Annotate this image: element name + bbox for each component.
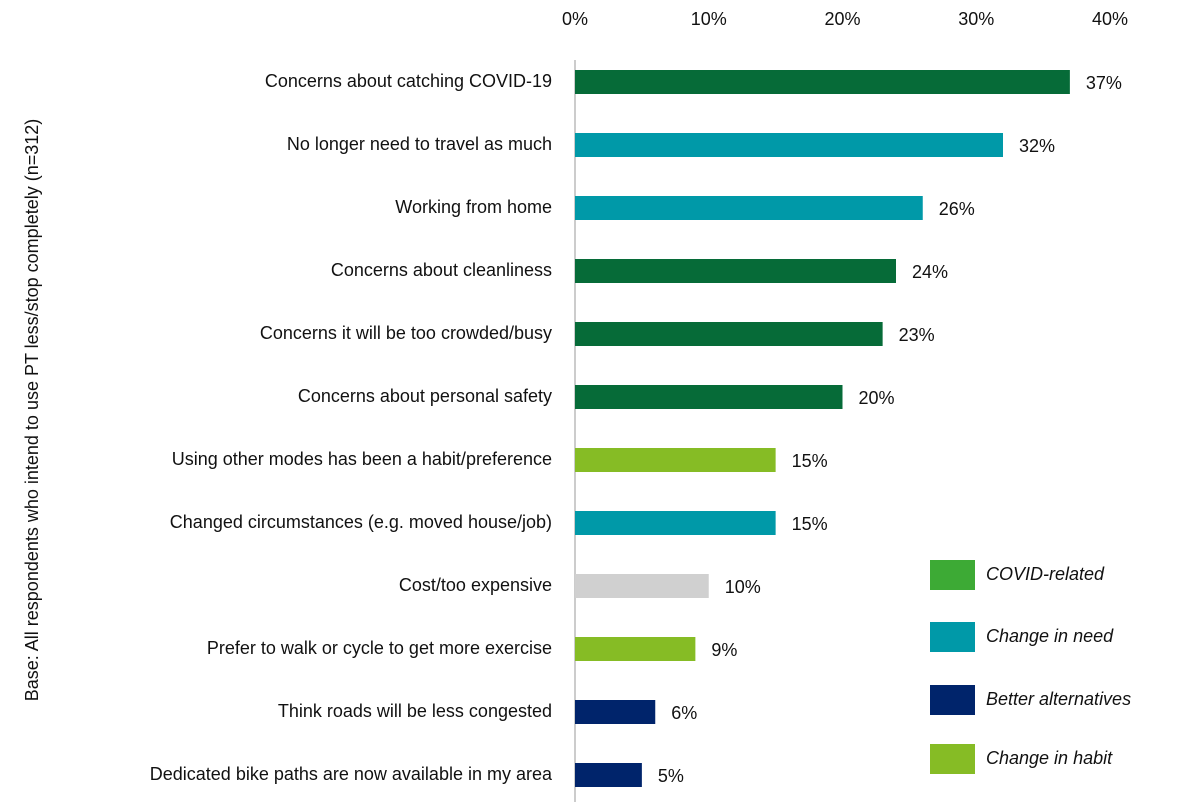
data-label: 26% xyxy=(939,199,975,219)
bar xyxy=(575,259,896,283)
data-label: 9% xyxy=(711,640,737,660)
bar xyxy=(575,196,923,220)
x-tick-label: 20% xyxy=(824,9,860,29)
y-tick-label: Concerns about personal safety xyxy=(298,386,552,406)
x-tick-label: 30% xyxy=(958,9,994,29)
bar xyxy=(575,322,883,346)
x-tick-label: 10% xyxy=(691,9,727,29)
y-tick-label: Concerns it will be too crowded/busy xyxy=(260,323,552,343)
legend-swatch xyxy=(930,744,975,774)
legend-label: COVID-related xyxy=(986,564,1105,584)
bar xyxy=(575,385,843,409)
legend-swatch xyxy=(930,622,975,652)
bar xyxy=(575,574,709,598)
bar xyxy=(575,637,696,661)
data-label: 32% xyxy=(1019,136,1055,156)
x-tick-label: 40% xyxy=(1092,9,1128,29)
bar xyxy=(575,133,1003,157)
bar xyxy=(575,763,642,787)
y-tick-label: Using other modes has been a habit/prefe… xyxy=(172,449,552,469)
y-tick-label: Concerns about cleanliness xyxy=(331,260,552,280)
data-label: 24% xyxy=(912,262,948,282)
x-tick-label: 0% xyxy=(562,9,588,29)
legend-label: Change in need xyxy=(986,626,1114,646)
bar xyxy=(575,511,776,535)
y-tick-label: Working from home xyxy=(395,197,552,217)
legend-label: Change in habit xyxy=(986,748,1113,768)
y-tick-label: Concerns about catching COVID-19 xyxy=(265,71,552,91)
bar xyxy=(575,700,656,724)
data-label: 15% xyxy=(792,514,828,534)
y-tick-label: Dedicated bike paths are now available i… xyxy=(150,764,553,784)
bar xyxy=(575,70,1070,94)
data-label: 20% xyxy=(859,388,895,408)
y-tick-label: Think roads will be less congested xyxy=(278,701,552,721)
bar xyxy=(575,448,776,472)
y-tick-label: No longer need to travel as much xyxy=(287,134,552,154)
legend-swatch xyxy=(930,685,975,715)
data-label: 37% xyxy=(1086,73,1122,93)
data-label: 6% xyxy=(671,703,697,723)
y-tick-label: Cost/too expensive xyxy=(399,575,552,595)
y-axis-label: Base: All respondents who intend to use … xyxy=(22,119,42,702)
legend-swatch xyxy=(930,560,975,590)
data-label: 15% xyxy=(792,451,828,471)
data-label: 5% xyxy=(658,766,684,786)
legend-label: Better alternatives xyxy=(986,689,1131,709)
data-label: 23% xyxy=(899,325,935,345)
y-tick-label: Changed circumstances (e.g. moved house/… xyxy=(170,512,552,532)
data-label: 10% xyxy=(725,577,761,597)
y-tick-label: Prefer to walk or cycle to get more exer… xyxy=(207,638,552,658)
